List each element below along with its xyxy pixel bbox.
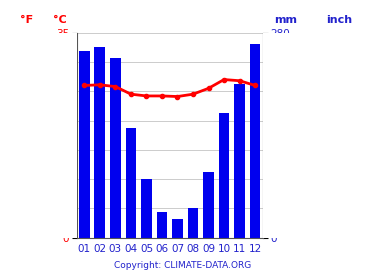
Bar [79, 51, 90, 238]
Text: °F: °F [20, 14, 33, 25]
Text: inch: inch [326, 14, 353, 25]
Bar [219, 113, 230, 238]
Bar [110, 58, 121, 238]
Text: mm: mm [274, 14, 297, 25]
Text: Copyright: CLIMATE-DATA.ORG: Copyright: CLIMATE-DATA.ORG [114, 261, 251, 270]
Bar [126, 128, 137, 238]
Bar [157, 212, 168, 238]
Bar [234, 84, 245, 238]
Bar [95, 48, 105, 238]
Bar [203, 172, 214, 238]
Bar [250, 44, 261, 238]
Text: °C: °C [53, 14, 67, 25]
Bar [141, 179, 152, 238]
Bar [172, 219, 183, 238]
Bar [188, 208, 199, 238]
